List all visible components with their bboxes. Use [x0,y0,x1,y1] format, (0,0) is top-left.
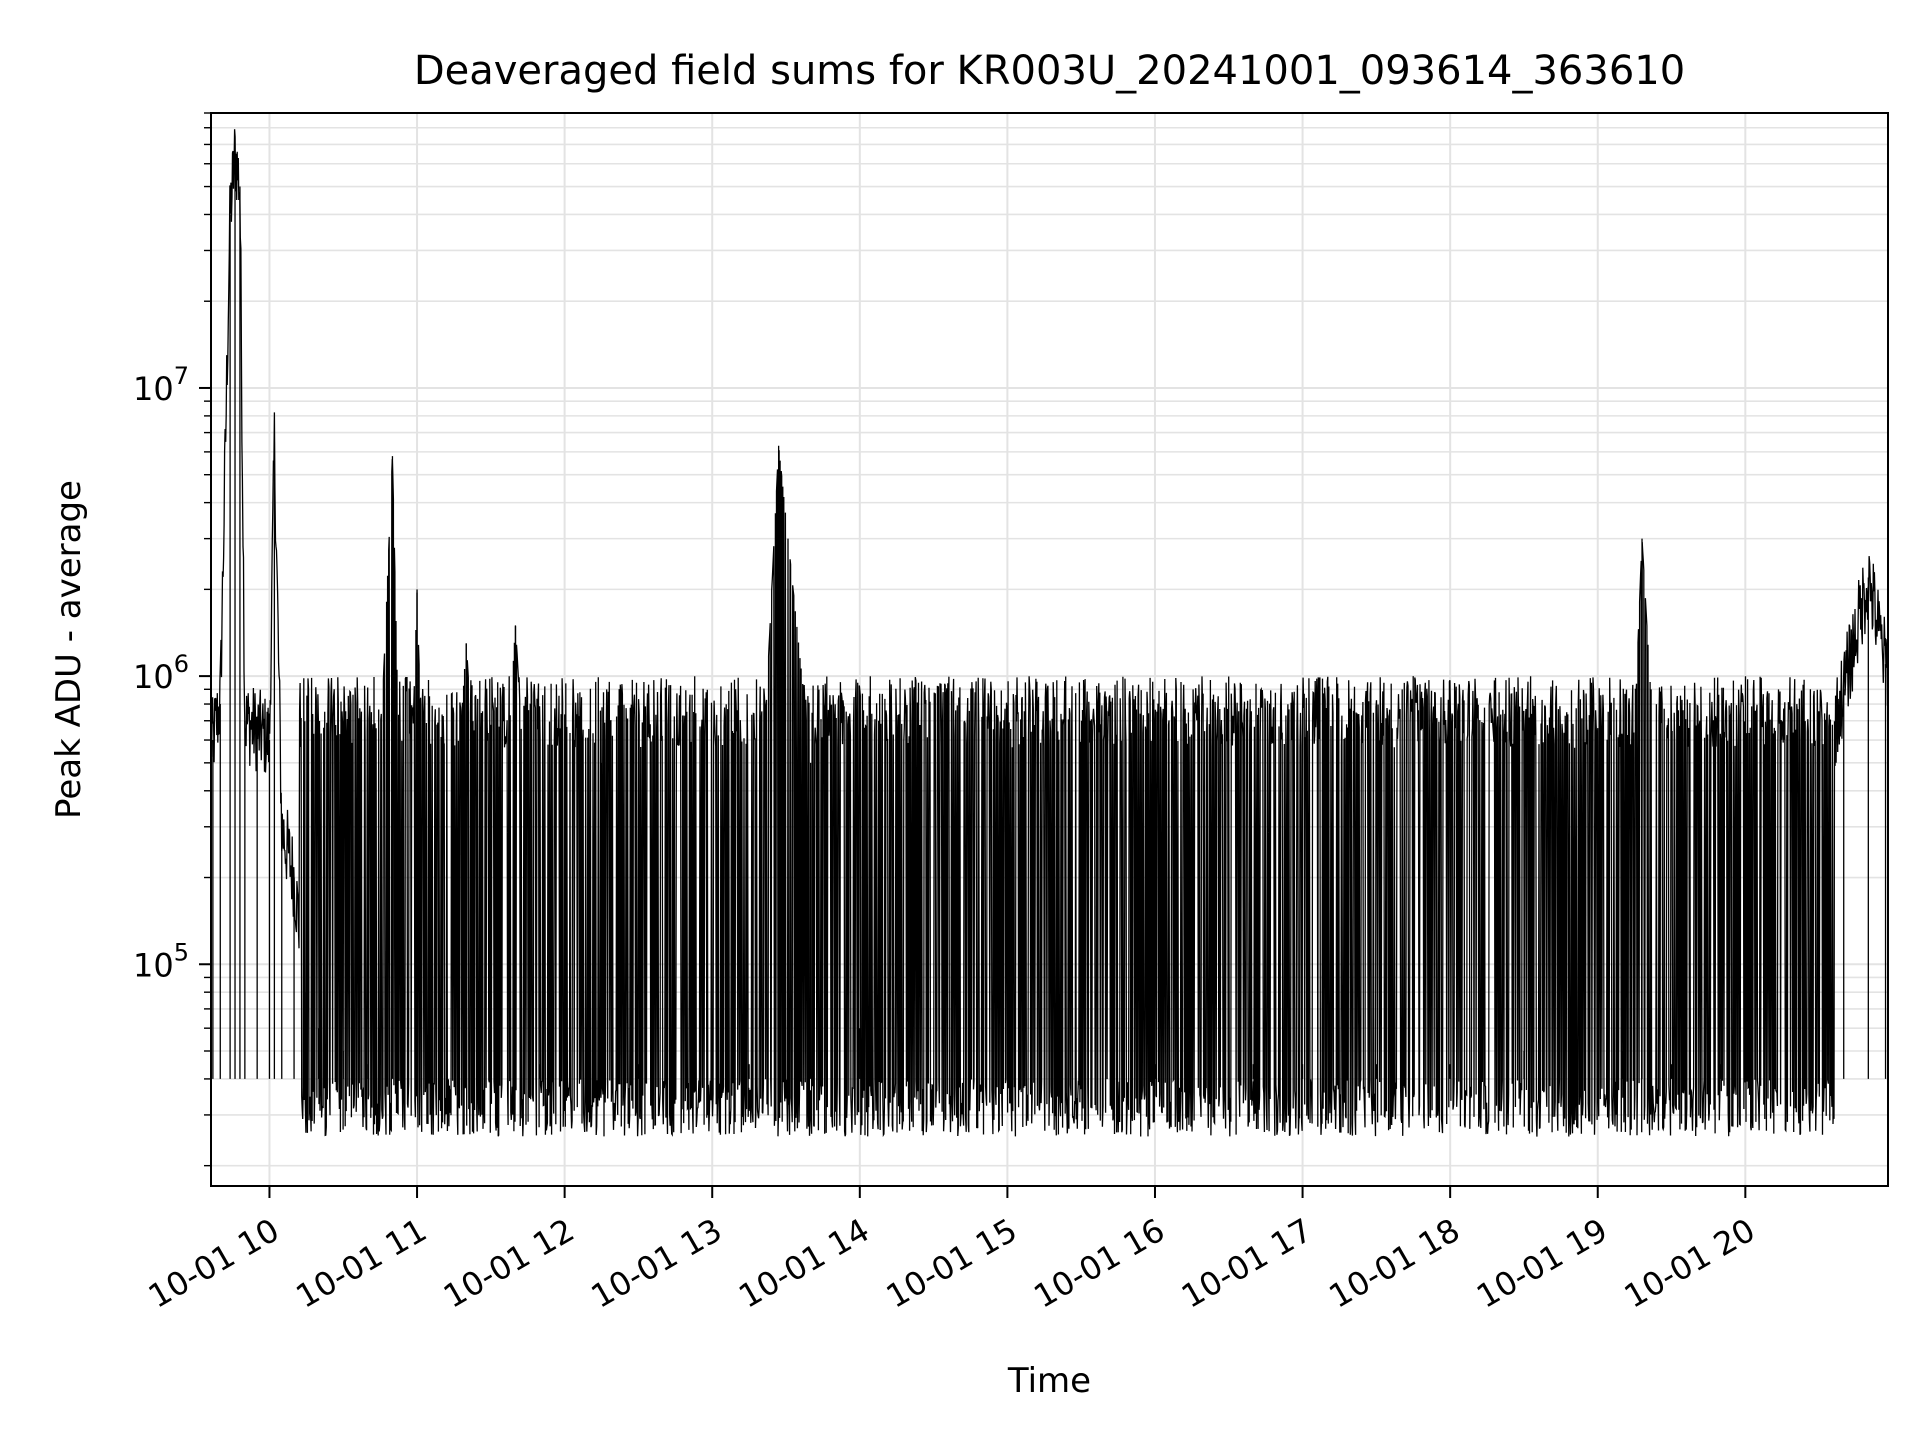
x-tick-label: 10-01 18 [1323,1211,1467,1316]
y-tick-label: 106 [133,650,189,696]
y-tick-label: 107 [133,362,189,408]
y-axis-label: Peak ADU - average [49,480,89,819]
x-tick-label: 10-01 20 [1618,1211,1762,1316]
x-tick-label: 10-01 19 [1470,1211,1614,1316]
y-axis: 105 106 107 [133,112,211,1167]
data-line [210,129,1889,1138]
series-layer [210,129,1889,1138]
chart-title: Deaveraged field sums for KR003U_2024100… [414,48,1685,94]
x-axis-label: Time [1007,1361,1091,1401]
x-tick-label: 10-01 17 [1175,1211,1319,1316]
x-tick-label: 10-01 14 [732,1211,876,1316]
x-tick-label: 10-01 11 [289,1211,433,1316]
plot-frame [210,112,1889,1187]
x-tick-label: 10-01 16 [1027,1211,1171,1316]
x-tick-label: 10-01 13 [585,1211,729,1316]
y-tick-label: 105 [133,938,189,984]
x-tick-label: 10-01 12 [437,1211,581,1316]
x-tick-label: 10-01 10 [142,1211,286,1316]
x-tick-label: 10-01 15 [880,1211,1024,1316]
x-axis: 10-01 10 10-01 11 10-01 12 10-01 13 10-01 14… [142,1186,1761,1316]
